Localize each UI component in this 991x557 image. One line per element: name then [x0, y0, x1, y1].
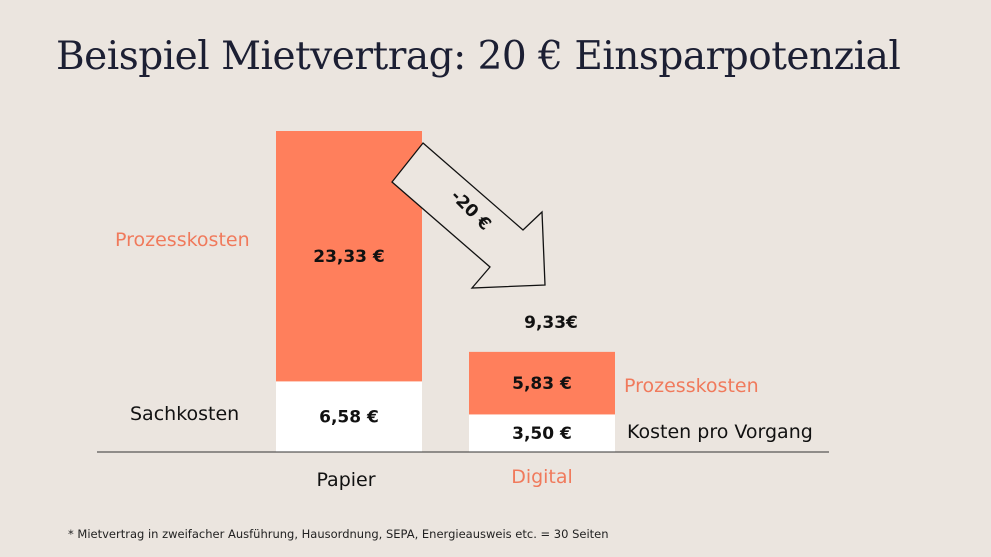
data-label: 3,50 €	[512, 424, 572, 444]
page-title: Beispiel Mietvertrag: 20 € Einsparpotenz…	[56, 34, 901, 79]
bar-papier-sachkosten	[276, 381, 422, 452]
legend-sachkosten: Sachkosten	[130, 403, 239, 425]
bar-papier-prozesskosten	[276, 131, 422, 382]
data-label: 23,33 €	[313, 247, 385, 267]
category-label-papier: Papier	[316, 469, 375, 491]
legend-prozesskosten-papier: Prozesskosten	[115, 229, 250, 251]
data-label: 5,83 €	[512, 374, 572, 394]
bar-digital-sachkosten	[469, 414, 615, 452]
digital-total-label: 9,33€	[524, 313, 578, 333]
category-label-digital: Digital	[511, 466, 573, 488]
legend-kosten-pro-vorgang: Kosten pro Vorgang	[627, 421, 813, 443]
arrow-down-right-icon	[391, 142, 546, 289]
bar-digital-prozesskosten	[469, 351, 615, 415]
footnote: * Mietvertrag in zweifacher Ausführung, …	[68, 527, 609, 541]
legend-prozesskosten-digital: Prozesskosten	[624, 375, 759, 397]
data-label: 6,58 €	[319, 408, 379, 428]
